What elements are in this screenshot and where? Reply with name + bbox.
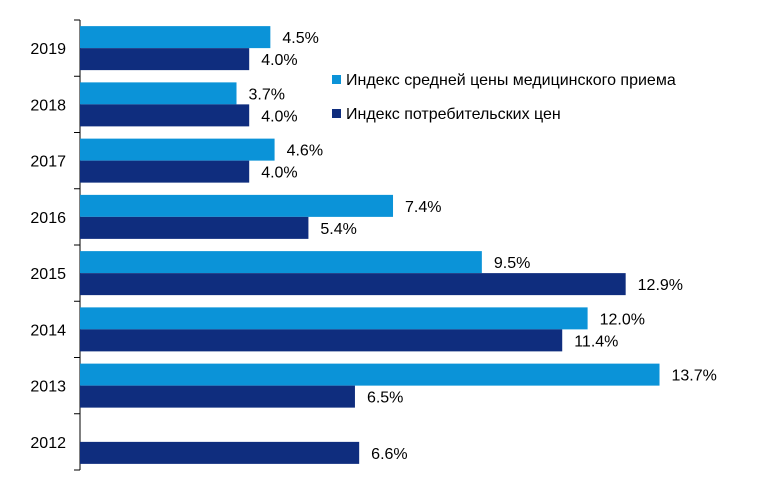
- chart-bars: [80, 26, 660, 464]
- bar-consumer-price-index: [80, 441, 360, 464]
- bar-medical-price-index: [80, 251, 482, 274]
- data-label: 7.4%: [405, 199, 441, 216]
- bar-medical-price-index: [80, 194, 394, 217]
- category-label: 2019: [30, 41, 66, 58]
- category-label: 2015: [30, 266, 66, 283]
- legend-label: Индекс потребительских цен: [346, 106, 561, 123]
- bar-medical-price-index: [80, 363, 660, 386]
- legend-label: Индекс средней цены медицинского приема: [346, 72, 676, 89]
- legend-swatch: [332, 75, 341, 84]
- bar-consumer-price-index: [80, 104, 250, 127]
- bar-medical-price-index: [80, 82, 237, 105]
- data-label: 4.6%: [287, 143, 323, 160]
- data-label: 12.0%: [600, 311, 645, 328]
- category-label: 2016: [30, 210, 66, 227]
- bar-medical-price-index: [80, 138, 275, 161]
- data-label: 3.7%: [249, 86, 285, 103]
- bar-consumer-price-index: [80, 160, 250, 183]
- category-label: 2013: [30, 379, 66, 396]
- bar-medical-price-index: [80, 307, 588, 330]
- category-label: 2012: [30, 435, 66, 452]
- bar-consumer-price-index: [80, 329, 563, 352]
- data-label: 6.5%: [367, 390, 403, 407]
- chart-legend: Индекс средней цены медицинского приема И…: [332, 72, 676, 123]
- category-label: 2017: [30, 154, 66, 171]
- category-label: 2014: [30, 322, 66, 339]
- bar-consumer-price-index: [80, 216, 309, 239]
- legend-swatch: [332, 109, 341, 118]
- category-label: 2018: [30, 97, 66, 114]
- data-label: 11.4%: [574, 333, 618, 350]
- data-label: 4.5%: [282, 30, 318, 47]
- bar-consumer-price-index: [80, 385, 355, 408]
- data-label: 5.4%: [320, 221, 356, 238]
- data-label: 13.7%: [672, 368, 717, 385]
- chart-labels: 2019 4.5% 4.0% 2018 3.7% 4.0% 2017 4.6% 4.0% 2016…: [30, 30, 716, 463]
- data-label: 4.0%: [261, 108, 297, 125]
- data-label: 4.0%: [261, 52, 297, 69]
- bar-medical-price-index: [80, 26, 271, 49]
- data-label: 6.6%: [371, 446, 407, 463]
- data-label: 4.0%: [261, 165, 297, 182]
- data-label: 9.5%: [494, 255, 530, 272]
- bar-consumer-price-index: [80, 273, 626, 296]
- data-label: 12.9%: [638, 277, 683, 294]
- chart-axes: [74, 19, 81, 471]
- bar-consumer-price-index: [80, 48, 250, 71]
